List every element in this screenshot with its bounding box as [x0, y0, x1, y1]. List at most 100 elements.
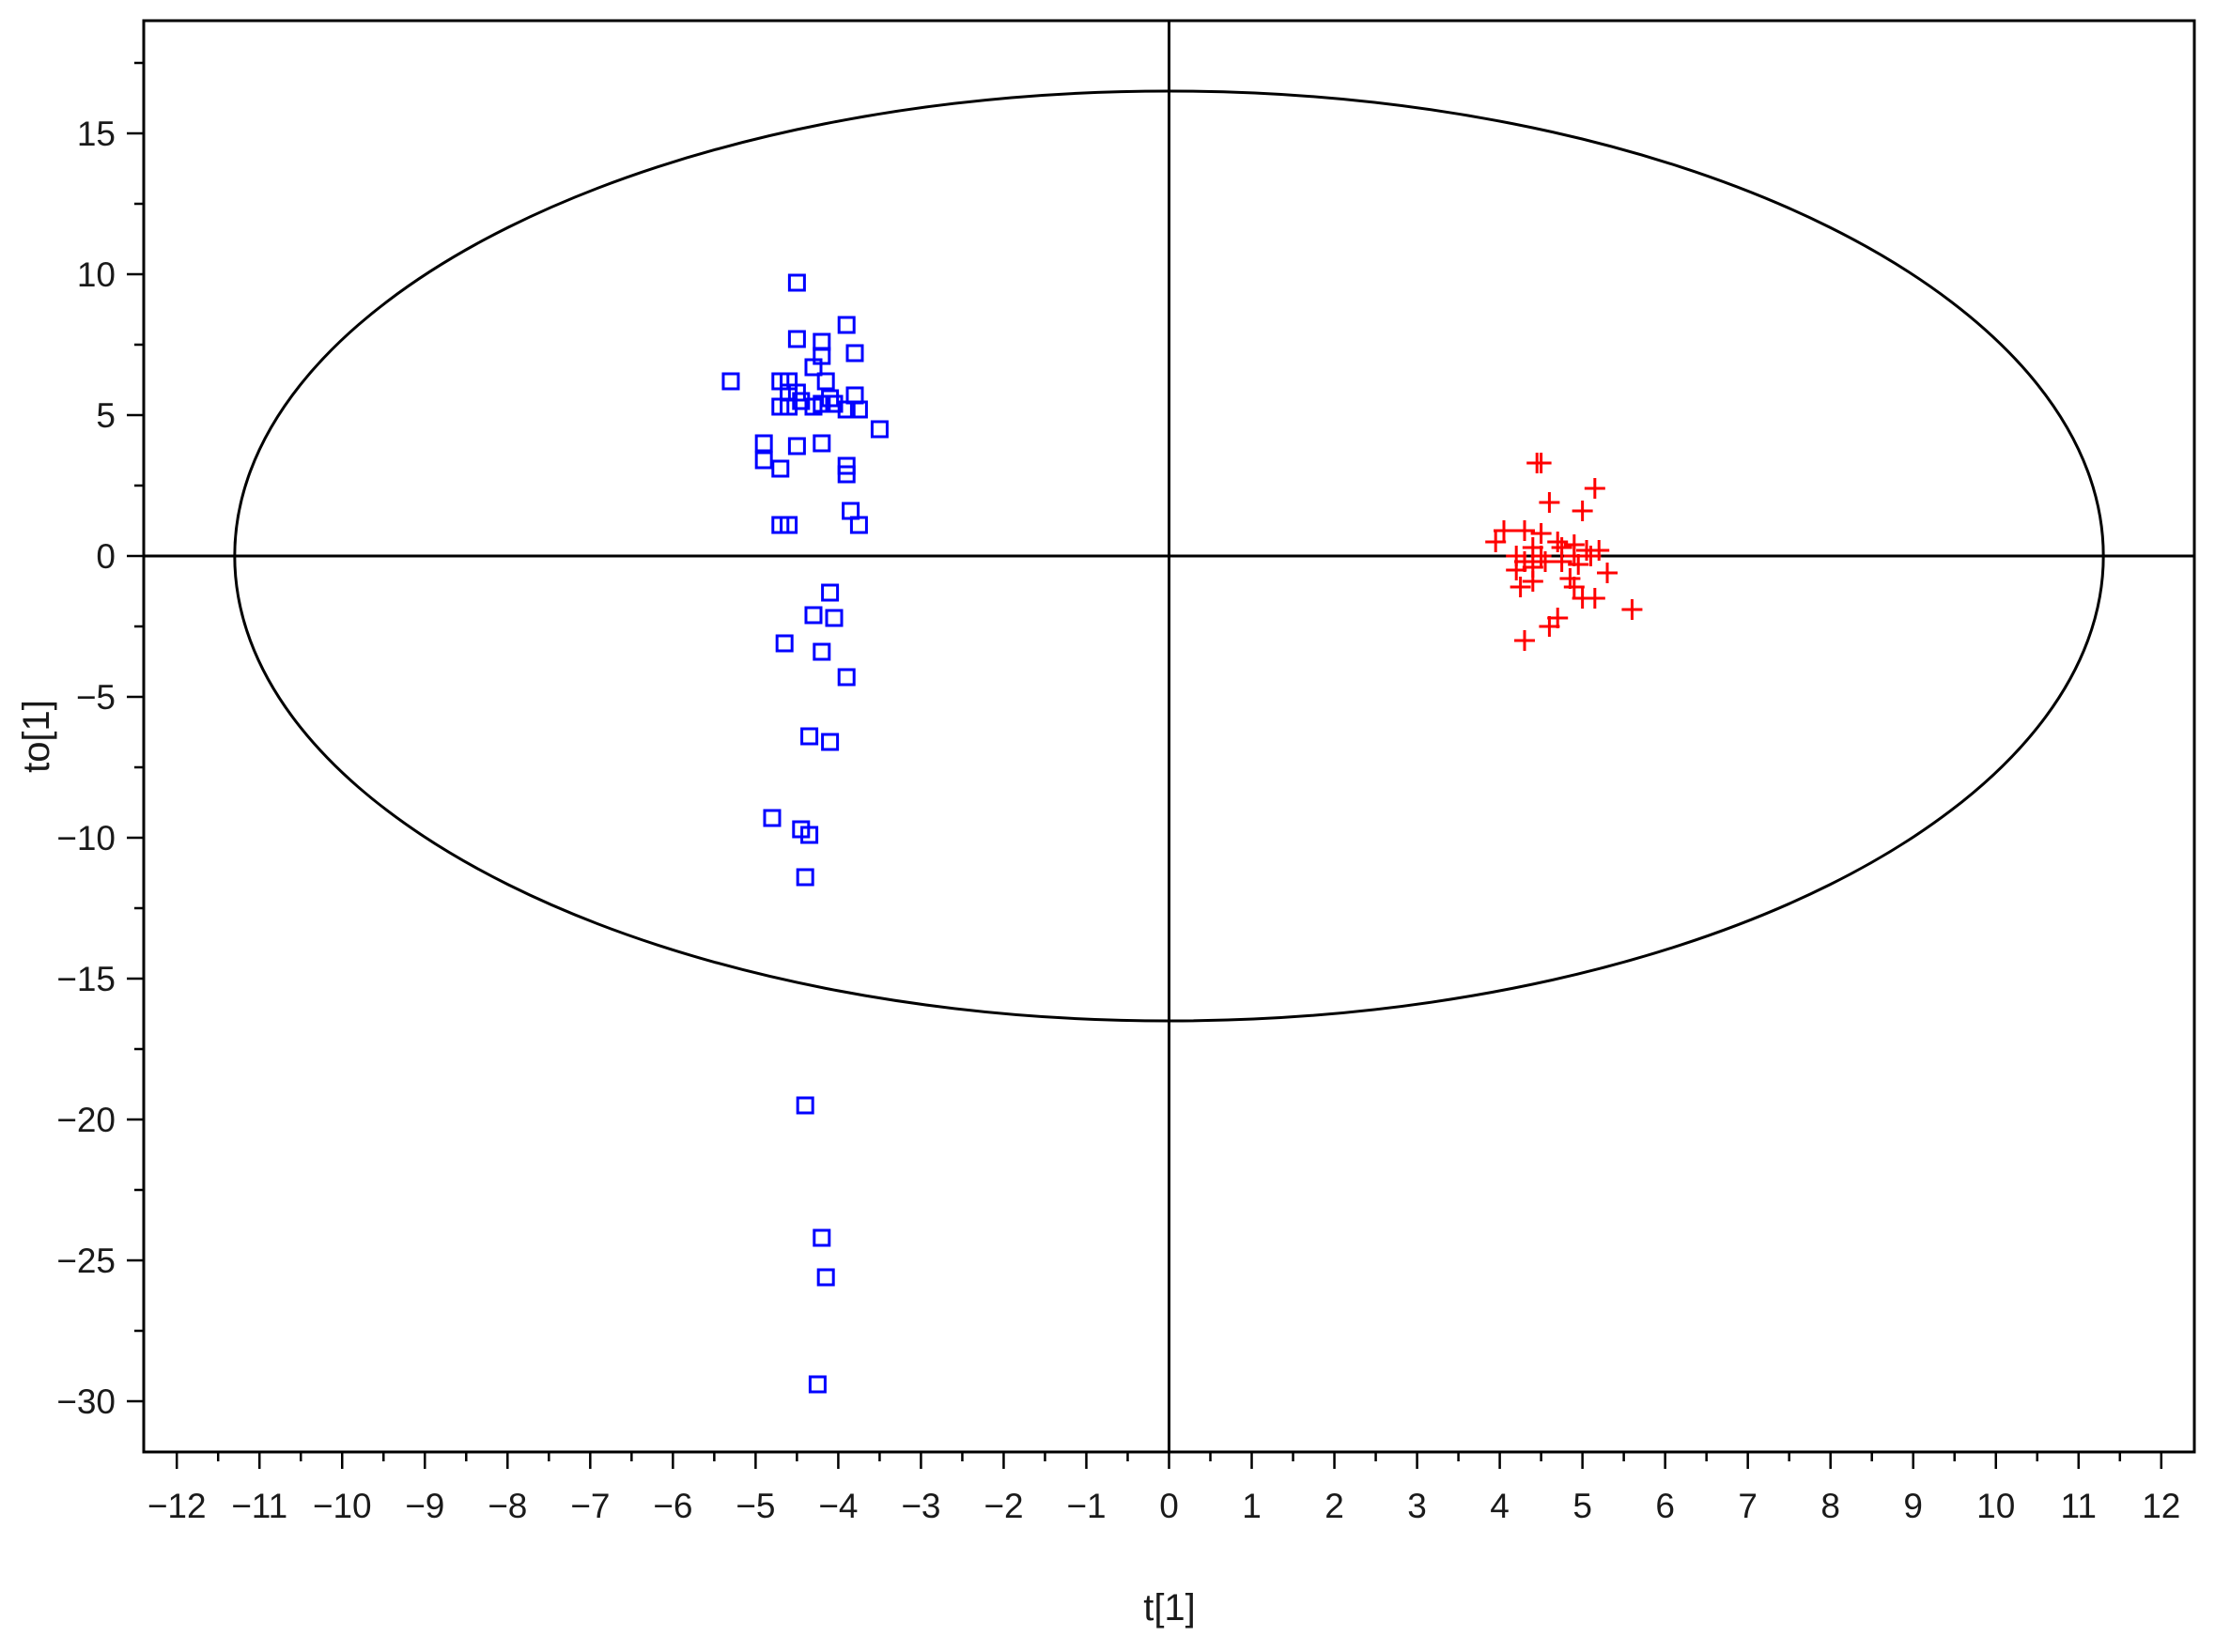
data-point-plus: [1539, 616, 1560, 637]
data-point-plus: [1510, 577, 1531, 597]
y-tick-label: 5: [96, 396, 116, 435]
y-tick-label: −10: [56, 819, 116, 857]
x-tick-label: −7: [570, 1487, 610, 1525]
data-point-square: [849, 516, 868, 534]
data-point-square: [816, 1268, 835, 1287]
x-tick-label: −2: [984, 1487, 1023, 1525]
x-tick-label: 11: [2061, 1487, 2097, 1525]
data-point-square: [780, 516, 798, 534]
x-tick-label: 3: [1407, 1487, 1427, 1525]
data-point-plus: [1530, 523, 1552, 544]
data-point-square: [775, 634, 794, 653]
data-point-square: [771, 459, 790, 478]
data-point-square: [754, 434, 773, 453]
data-point-plus: [1568, 554, 1589, 575]
y-tick-label: −25: [56, 1242, 116, 1280]
series-red-plus: [1485, 453, 1643, 651]
y-tick-label: −5: [76, 678, 116, 717]
data-point-square: [849, 400, 868, 419]
x-tick-label: −1: [1066, 1487, 1106, 1525]
data-point-square: [787, 437, 806, 455]
y-tick-label: 10: [77, 255, 116, 294]
data-point-square: [796, 1096, 814, 1115]
y-tick-label: −30: [56, 1382, 116, 1421]
x-tick-label: 10: [1976, 1487, 2015, 1525]
data-point-square: [808, 1375, 827, 1394]
data-point-plus: [1621, 599, 1643, 620]
data-series: [721, 273, 1643, 1394]
data-point-plus: [1584, 588, 1605, 609]
data-point-plus: [1572, 501, 1593, 521]
data-point-plus: [1559, 568, 1581, 589]
data-point-plus: [1514, 630, 1535, 651]
data-point-plus: [1580, 546, 1602, 566]
data-point-square: [845, 344, 864, 363]
data-point-plus: [1494, 520, 1514, 541]
data-point-square: [821, 733, 840, 751]
zero-lines: [144, 21, 2194, 1452]
y-axis-title: to[1]: [16, 700, 57, 773]
data-point-plus: [1551, 551, 1572, 572]
data-point-plus: [1485, 532, 1507, 552]
x-tick-label: 7: [1738, 1487, 1758, 1525]
data-point-plus: [1584, 478, 1605, 499]
data-point-square: [837, 316, 856, 334]
data-point-plus: [1563, 577, 1585, 597]
x-tick-label: −6: [653, 1487, 692, 1525]
x-axis-ticks: −12 −11 −10 −9 −8 −7 −6 −5 −4 −3 −2 −1 0 1 2 3 4 5 6 7 8 9 10 1…: [147, 1452, 2180, 1525]
data-point-square: [787, 330, 806, 348]
data-point-square: [813, 642, 831, 661]
data-point-plus: [1514, 520, 1535, 541]
x-tick-label: −10: [313, 1487, 372, 1525]
data-point-square: [763, 809, 782, 827]
data-point-square: [787, 273, 806, 292]
x-tick-label: 1: [1242, 1487, 1262, 1525]
data-point-square: [837, 400, 856, 419]
data-point-square: [816, 372, 835, 391]
x-tick-label: −9: [405, 1487, 444, 1525]
x-axis-title: t[1]: [1143, 1587, 1196, 1629]
data-point-square: [821, 583, 840, 602]
y-axis-ticks: 15 10 5 0 −5 −10 −15 −20 −25 −30: [56, 61, 144, 1421]
x-tick-label: 6: [1655, 1487, 1675, 1525]
data-point-square: [800, 727, 819, 746]
data-point-square: [721, 372, 740, 391]
data-point-square: [804, 358, 823, 377]
x-tick-label: −12: [147, 1487, 207, 1525]
x-tick-label: 0: [1159, 1487, 1179, 1525]
data-point-plus: [1522, 571, 1543, 592]
x-tick-label: −4: [818, 1487, 858, 1525]
x-tick-label: 5: [1572, 1487, 1592, 1525]
y-tick-label: −15: [56, 960, 116, 998]
x-tick-label: 2: [1324, 1487, 1344, 1525]
data-point-square: [813, 434, 831, 453]
data-point-square: [813, 394, 831, 413]
x-tick-label: 8: [1820, 1487, 1840, 1525]
ellipse-outline: [233, 89, 2105, 1023]
x-tick-label: −5: [736, 1487, 775, 1525]
x-tick-label: −11: [231, 1487, 287, 1525]
data-point-square: [780, 397, 798, 416]
x-tick-label: 12: [2142, 1487, 2180, 1525]
series-blue-squares: [721, 273, 889, 1394]
data-point-square: [825, 609, 844, 627]
hotelling-ellipse: [233, 89, 2105, 1023]
data-point-square: [804, 606, 823, 625]
data-point-square: [754, 451, 773, 470]
data-point-plus: [1526, 453, 1548, 473]
data-point-plus: [1597, 563, 1619, 583]
data-point-plus: [1539, 492, 1560, 513]
x-tick-label: 9: [1903, 1487, 1923, 1525]
data-point-square: [870, 420, 889, 439]
data-point-plus: [1506, 560, 1527, 580]
y-tick-label: 15: [77, 115, 116, 153]
x-tick-label: −3: [901, 1487, 940, 1525]
data-point-square: [825, 394, 844, 413]
data-point-square: [792, 392, 811, 410]
data-point-square: [813, 1228, 831, 1247]
x-tick-label: −8: [488, 1487, 527, 1525]
x-tick-label: 4: [1490, 1487, 1510, 1525]
data-point-square: [837, 465, 856, 484]
y-tick-label: −20: [56, 1101, 116, 1139]
